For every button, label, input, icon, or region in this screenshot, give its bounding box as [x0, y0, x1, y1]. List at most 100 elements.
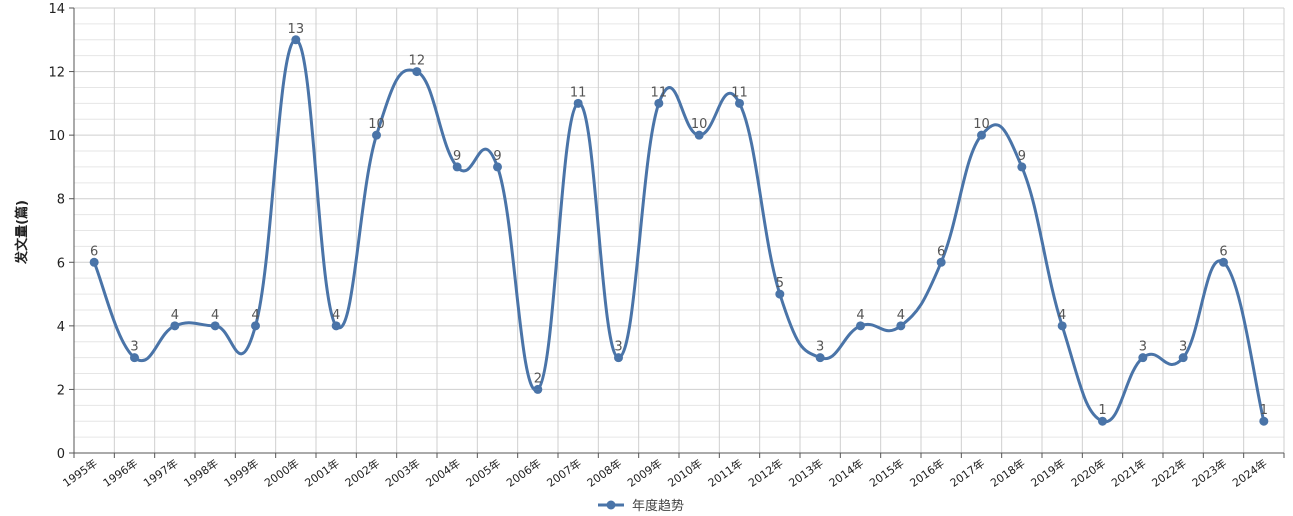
- x-tick-label: 2017年: [947, 456, 987, 490]
- data-point[interactable]: [1017, 162, 1027, 172]
- data-label: 6: [90, 244, 98, 259]
- data-label: 10: [691, 117, 708, 132]
- grid: [73, 7, 1285, 454]
- y-tick-label: 2: [57, 383, 65, 398]
- x-tick-label: 2018年: [988, 456, 1028, 490]
- data-point[interactable]: [654, 98, 664, 108]
- data-points: [89, 35, 1269, 426]
- x-tick-label: 2011年: [705, 456, 745, 490]
- data-point[interactable]: [1178, 353, 1188, 363]
- x-tick-label: 2009年: [625, 456, 665, 490]
- x-tick-label: 1997年: [141, 456, 181, 490]
- x-tick-label: 2020年: [1068, 456, 1108, 490]
- y-tick-label: 10: [48, 129, 65, 144]
- data-point[interactable]: [1098, 416, 1107, 426]
- y-tick-label: 4: [57, 320, 65, 335]
- data-label: 4: [897, 308, 905, 323]
- y-tick-label: 0: [57, 447, 65, 462]
- x-tick-label: 2023年: [1189, 456, 1229, 490]
- y-axis-label: 发文量(篇): [14, 200, 30, 265]
- data-point[interactable]: [1057, 321, 1067, 331]
- y-tick-label: 14: [48, 2, 65, 17]
- x-tick-labels: 1995年 1996年 1997年 1998年 1999年 2000年 2001年 2002年…: [60, 456, 1270, 490]
- x-tick-label: 2003年: [383, 456, 423, 490]
- x-tick-label: 2002年: [342, 456, 382, 490]
- data-label: 5: [776, 276, 784, 291]
- data-point[interactable]: [412, 67, 422, 77]
- data-point[interactable]: [130, 353, 139, 363]
- data-label: 2: [534, 371, 542, 386]
- data-label: 1: [1098, 403, 1106, 418]
- x-tick-label: 1998年: [181, 456, 221, 490]
- x-tick-label: 1996年: [100, 456, 140, 490]
- data-point[interactable]: [1259, 416, 1269, 426]
- data-label: 11: [731, 85, 748, 100]
- x-tick-label: 2022年: [1149, 456, 1189, 490]
- data-label: 4: [211, 308, 219, 323]
- data-label: 3: [816, 340, 824, 355]
- data-label: 10: [368, 117, 385, 132]
- x-tick-label: 2000年: [262, 456, 302, 490]
- data-point[interactable]: [331, 321, 341, 331]
- data-label: 4: [171, 308, 179, 323]
- data-point[interactable]: [291, 35, 301, 45]
- x-tick-label: 2001年: [302, 456, 342, 490]
- data-point[interactable]: [372, 130, 381, 140]
- x-tick-label: 2021年: [1109, 456, 1149, 490]
- x-tick-label: 2019年: [1028, 456, 1068, 490]
- x-tick-label: 2007年: [544, 456, 584, 490]
- data-point[interactable]: [493, 162, 502, 172]
- x-tick-label: 2006年: [504, 456, 544, 490]
- data-point[interactable]: [533, 384, 543, 394]
- data-point[interactable]: [614, 353, 623, 363]
- data-point[interactable]: [1138, 353, 1148, 363]
- legend[interactable]: 年度趋势: [598, 498, 684, 514]
- data-point[interactable]: [1219, 257, 1228, 267]
- x-tick-label: 1995年: [60, 456, 100, 490]
- data-point[interactable]: [977, 130, 986, 140]
- x-tick-label: 2016年: [907, 456, 947, 490]
- data-point[interactable]: [896, 321, 906, 331]
- data-label: 13: [288, 22, 305, 37]
- data-label: 6: [937, 244, 945, 259]
- data-label: 3: [1139, 340, 1147, 355]
- data-label: 1: [1260, 403, 1268, 418]
- data-label: 4: [251, 308, 259, 323]
- y-tick-labels: 0 2 4 6 8 10 12 14: [48, 2, 65, 462]
- data-point[interactable]: [251, 321, 260, 331]
- data-label: 4: [856, 308, 864, 323]
- data-point[interactable]: [89, 257, 99, 267]
- data-point[interactable]: [170, 321, 180, 331]
- y-tick-label: 8: [57, 193, 65, 208]
- data-label: 11: [570, 85, 587, 100]
- data-point[interactable]: [936, 257, 946, 267]
- x-tick-label: 2014年: [826, 456, 866, 490]
- data-point[interactable]: [573, 98, 583, 108]
- legend-dot-icon: [606, 500, 616, 510]
- x-tick-label: 2004年: [423, 456, 463, 490]
- data-label: 9: [453, 149, 461, 164]
- data-label: 9: [493, 149, 501, 164]
- y-tick-label: 12: [48, 66, 65, 81]
- x-tick-label: 2005年: [463, 456, 503, 490]
- data-label: 10: [973, 117, 990, 132]
- data-point[interactable]: [815, 353, 825, 363]
- data-point[interactable]: [775, 289, 785, 299]
- x-tick-label: 2013年: [786, 456, 826, 490]
- data-point[interactable]: [735, 98, 744, 108]
- data-label: 6: [1219, 244, 1227, 259]
- data-label: 3: [1179, 340, 1187, 355]
- x-tick-label: 2008年: [584, 456, 624, 490]
- data-point[interactable]: [694, 130, 704, 140]
- data-point[interactable]: [210, 321, 220, 331]
- data-label: 4: [1058, 308, 1066, 323]
- data-point[interactable]: [452, 162, 462, 172]
- y-tick-label: 6: [57, 256, 65, 271]
- x-tick-label: 1999年: [221, 456, 261, 490]
- data-point[interactable]: [856, 321, 865, 331]
- data-label: 4: [332, 308, 340, 323]
- data-label: 12: [409, 54, 426, 69]
